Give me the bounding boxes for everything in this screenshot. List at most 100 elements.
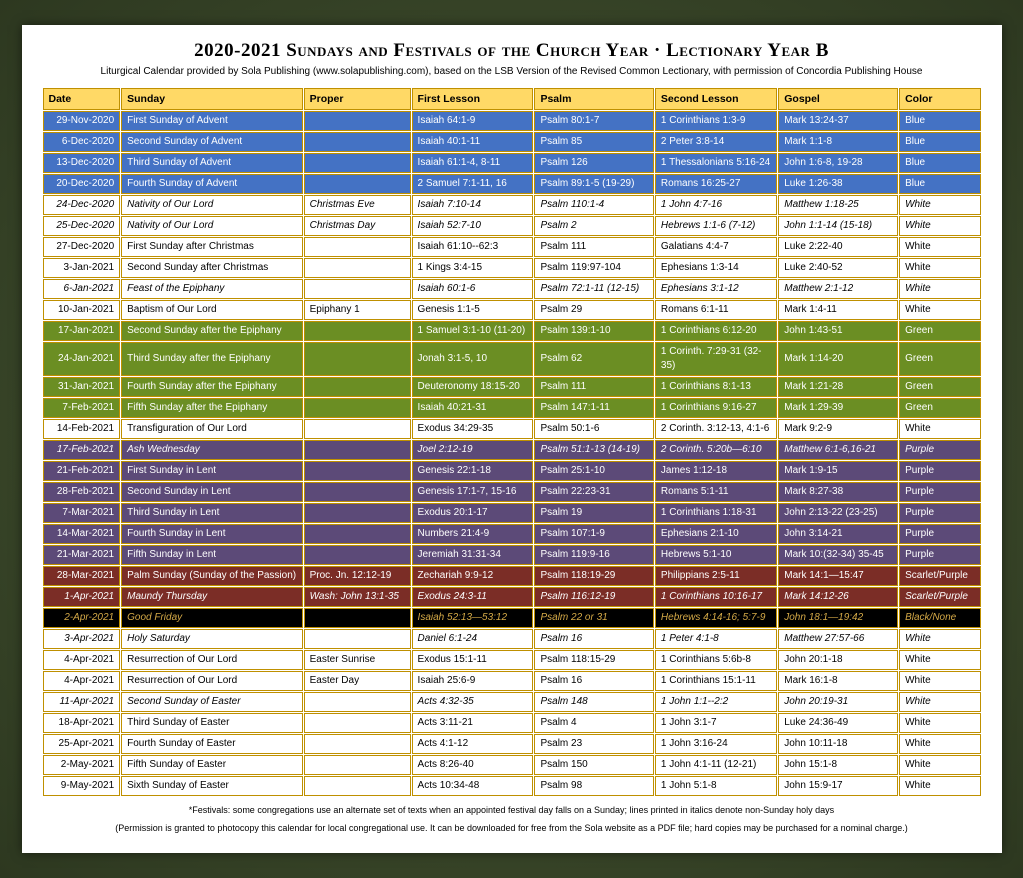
- cell-color: Blue: [899, 174, 980, 194]
- cell-sunday: Third Sunday of Easter: [121, 713, 303, 733]
- cell-proper: [304, 608, 411, 628]
- cell-lesson2: Galatians 4:4-7: [655, 237, 777, 257]
- cell-lesson1: Genesis 22:1-18: [412, 461, 534, 481]
- cell-sunday: Second Sunday after the Epiphany: [121, 321, 303, 341]
- cell-date: 17-Feb-2021: [43, 440, 121, 460]
- cell-color: Purple: [899, 482, 980, 502]
- cell-proper: [304, 440, 411, 460]
- cell-psalm: Psalm 22:23-31: [534, 482, 653, 502]
- page-subtitle: Liturgical Calendar provided by Sola Pub…: [42, 66, 982, 77]
- cell-psalm: Psalm 147:1-11: [534, 398, 653, 418]
- cell-gospel: Matthew 2:1-12: [778, 279, 898, 299]
- table-row: 21-Feb-2021First Sunday in LentGenesis 2…: [43, 461, 981, 481]
- cell-psalm: Psalm 4: [534, 713, 653, 733]
- cell-gospel: Mark 1:9-15: [778, 461, 898, 481]
- cell-proper: Easter Sunrise: [304, 650, 411, 670]
- cell-lesson2: 1 Corinthians 1:18-31: [655, 503, 777, 523]
- cell-proper: [304, 419, 411, 439]
- cell-lesson2: Hebrews 5:1-10: [655, 545, 777, 565]
- cell-sunday: Second Sunday after Christmas: [121, 258, 303, 278]
- table-row: 4-Apr-2021Resurrection of Our LordEaster…: [43, 650, 981, 670]
- cell-date: 7-Feb-2021: [43, 398, 121, 418]
- cell-sunday: Transfiguration of Our Lord: [121, 419, 303, 439]
- cell-lesson1: Jonah 3:1-5, 10: [412, 342, 534, 376]
- cell-sunday: Second Sunday of Advent: [121, 132, 303, 152]
- lectionary-table: Date Sunday Proper First Lesson Psalm Se…: [42, 87, 982, 797]
- cell-psalm: Psalm 89:1-5 (19-29): [534, 174, 653, 194]
- cell-sunday: Fifth Sunday in Lent: [121, 545, 303, 565]
- cell-psalm: Psalm 62: [534, 342, 653, 376]
- table-row: 7-Feb-2021Fifth Sunday after the Epiphan…: [43, 398, 981, 418]
- cell-proper: [304, 503, 411, 523]
- footnote-2: (Permission is granted to photocopy this…: [42, 823, 982, 833]
- cell-sunday: Nativity of Our Lord: [121, 195, 303, 215]
- cell-lesson1: Isaiah 61:10--62:3: [412, 237, 534, 257]
- cell-gospel: Mark 1:29-39: [778, 398, 898, 418]
- cell-color: Purple: [899, 503, 980, 523]
- cell-date: 4-Apr-2021: [43, 671, 121, 691]
- cell-color: White: [899, 300, 980, 320]
- cell-proper: [304, 524, 411, 544]
- cell-lesson2: Romans 6:1-11: [655, 300, 777, 320]
- col-date: Date: [43, 88, 121, 110]
- cell-gospel: John 20:1-18: [778, 650, 898, 670]
- cell-proper: [304, 279, 411, 299]
- cell-proper: Christmas Eve: [304, 195, 411, 215]
- table-row: 4-Apr-2021Resurrection of Our LordEaster…: [43, 671, 981, 691]
- col-lesson1: First Lesson: [412, 88, 534, 110]
- cell-date: 14-Mar-2021: [43, 524, 121, 544]
- cell-gospel: John 15:9-17: [778, 776, 898, 796]
- table-row: 28-Mar-2021Palm Sunday (Sunday of the Pa…: [43, 566, 981, 586]
- cell-date: 28-Feb-2021: [43, 482, 121, 502]
- cell-lesson2: 1 John 4:1-11 (12-21): [655, 755, 777, 775]
- cell-date: 21-Mar-2021: [43, 545, 121, 565]
- cell-sunday: Fifth Sunday of Easter: [121, 755, 303, 775]
- cell-lesson1: Isaiah 64:1-9: [412, 111, 534, 131]
- cell-proper: Wash: John 13:1-35: [304, 587, 411, 607]
- cell-lesson2: 1 John 3:16-24: [655, 734, 777, 754]
- cell-color: Blue: [899, 111, 980, 131]
- cell-color: Green: [899, 377, 980, 397]
- table-row: 9-May-2021Sixth Sunday of EasterActs 10:…: [43, 776, 981, 796]
- cell-sunday: Fourth Sunday of Advent: [121, 174, 303, 194]
- cell-color: Green: [899, 398, 980, 418]
- cell-date: 9-May-2021: [43, 776, 121, 796]
- cell-lesson1: Isaiah 52:13—53:12: [412, 608, 534, 628]
- table-row: 2-Apr-2021Good FridayIsaiah 52:13—53:12P…: [43, 608, 981, 628]
- cell-date: 11-Apr-2021: [43, 692, 121, 712]
- cell-lesson1: Acts 3:11-21: [412, 713, 534, 733]
- cell-lesson2: 1 Corinthians 1:3-9: [655, 111, 777, 131]
- cell-proper: [304, 174, 411, 194]
- cell-date: 21-Feb-2021: [43, 461, 121, 481]
- cell-proper: [304, 132, 411, 152]
- cell-psalm: Psalm 118:19-29: [534, 566, 653, 586]
- col-gospel: Gospel: [778, 88, 898, 110]
- table-row: 14-Mar-2021Fourth Sunday in LentNumbers …: [43, 524, 981, 544]
- cell-sunday: Good Friday: [121, 608, 303, 628]
- cell-lesson2: 2 Corinth. 5:20b—6:10: [655, 440, 777, 460]
- cell-sunday: Feast of the Epiphany: [121, 279, 303, 299]
- cell-gospel: John 15:1-8: [778, 755, 898, 775]
- cell-sunday: Third Sunday of Advent: [121, 153, 303, 173]
- cell-sunday: Fourth Sunday in Lent: [121, 524, 303, 544]
- cell-lesson2: Romans 16:25-27: [655, 174, 777, 194]
- cell-lesson2: 1 John 4:7-16: [655, 195, 777, 215]
- cell-gospel: Luke 2:40-52: [778, 258, 898, 278]
- cell-date: 24-Jan-2021: [43, 342, 121, 376]
- cell-color: White: [899, 216, 980, 236]
- cell-lesson1: Daniel 6:1-24: [412, 629, 534, 649]
- cell-color: White: [899, 692, 980, 712]
- cell-proper: [304, 461, 411, 481]
- cell-gospel: Mark 14:1—15:47: [778, 566, 898, 586]
- cell-date: 10-Jan-2021: [43, 300, 121, 320]
- cell-psalm: Psalm 80:1-7: [534, 111, 653, 131]
- cell-sunday: Fourth Sunday of Easter: [121, 734, 303, 754]
- cell-lesson1: Genesis 17:1-7, 15-16: [412, 482, 534, 502]
- cell-sunday: Third Sunday in Lent: [121, 503, 303, 523]
- cell-lesson1: Exodus 24:3-11: [412, 587, 534, 607]
- cell-date: 1-Apr-2021: [43, 587, 121, 607]
- table-body: 29-Nov-2020First Sunday of AdventIsaiah …: [43, 111, 981, 796]
- cell-psalm: Psalm 19: [534, 503, 653, 523]
- cell-psalm: Psalm 25:1-10: [534, 461, 653, 481]
- cell-psalm: Psalm 22 or 31: [534, 608, 653, 628]
